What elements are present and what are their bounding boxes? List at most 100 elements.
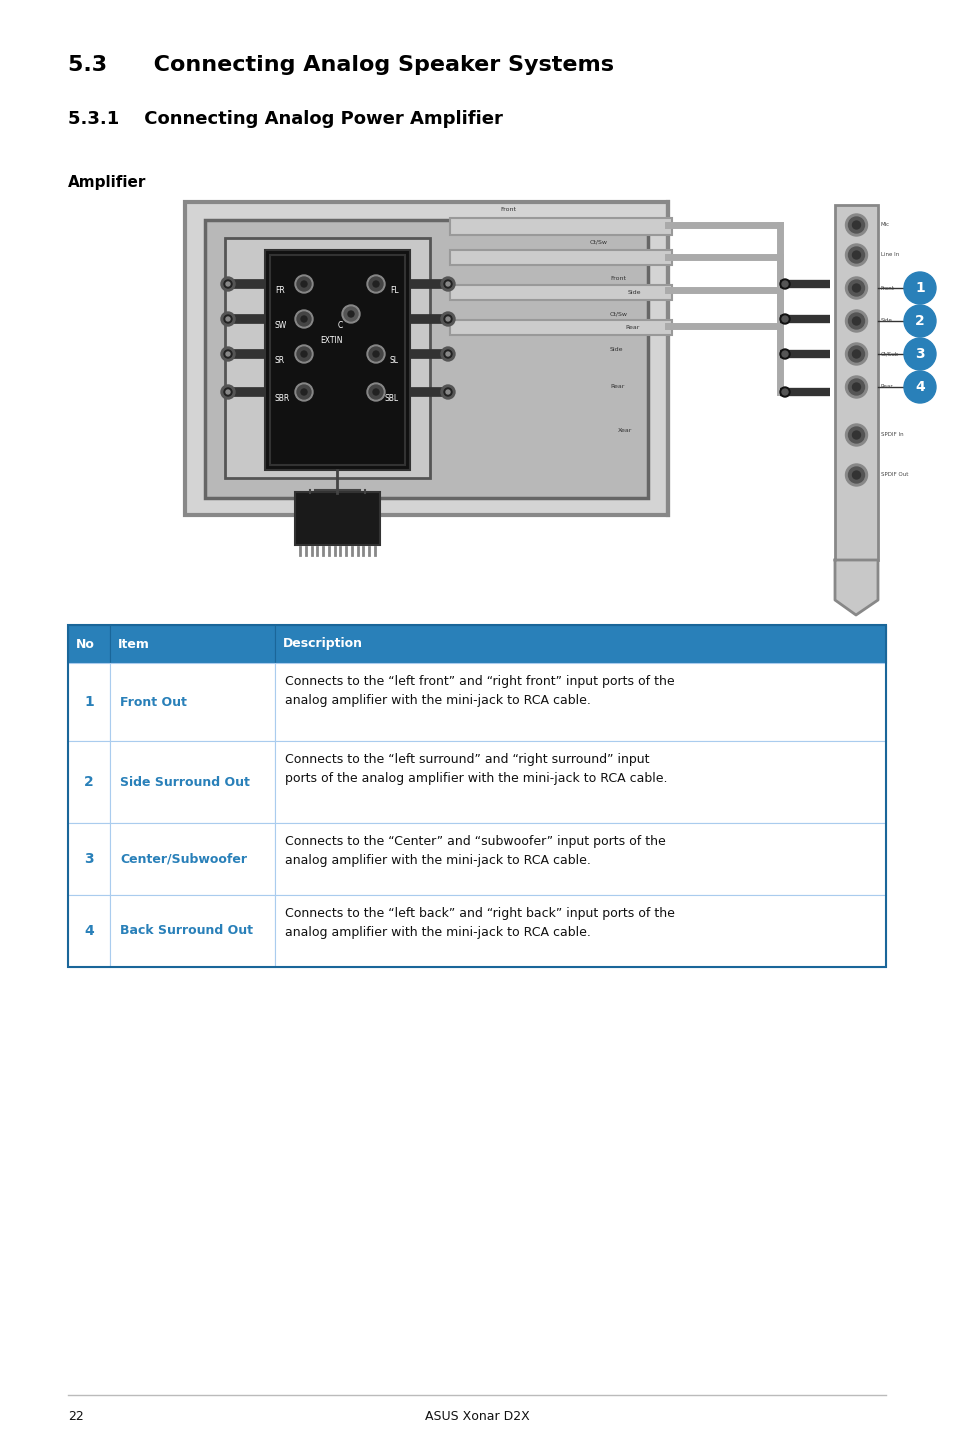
Text: SBR: SBR — [274, 394, 290, 403]
Circle shape — [373, 280, 378, 288]
Circle shape — [443, 388, 452, 395]
Text: 1: 1 — [84, 695, 93, 709]
Text: Side: Side — [880, 318, 892, 324]
Circle shape — [440, 385, 455, 398]
Circle shape — [781, 390, 787, 395]
Bar — [110, 626, 274, 663]
Circle shape — [847, 427, 863, 443]
Circle shape — [844, 311, 866, 332]
Circle shape — [781, 280, 787, 288]
Bar — [274, 626, 885, 663]
Circle shape — [226, 282, 230, 286]
Text: Description: Description — [283, 637, 363, 650]
Circle shape — [780, 313, 789, 324]
Bar — [110, 663, 274, 741]
Text: 3: 3 — [914, 347, 923, 361]
Circle shape — [348, 311, 354, 316]
Bar — [294, 492, 379, 545]
Circle shape — [221, 278, 234, 290]
Text: 5.3.1    Connecting Analog Power Amplifier: 5.3.1 Connecting Analog Power Amplifier — [68, 109, 502, 128]
Bar — [450, 285, 671, 301]
Bar — [270, 255, 405, 464]
Text: Front Out: Front Out — [120, 696, 187, 709]
Text: Connects to the “left surround” and “right surround” input
ports of the analog a: Connects to the “left surround” and “rig… — [285, 754, 667, 785]
Circle shape — [446, 282, 450, 286]
Circle shape — [221, 385, 234, 398]
Bar — [265, 250, 410, 470]
Circle shape — [301, 390, 307, 395]
Circle shape — [373, 351, 378, 357]
Circle shape — [369, 278, 382, 290]
Bar — [274, 894, 885, 966]
Bar — [68, 626, 885, 966]
Circle shape — [852, 221, 860, 229]
Text: FR: FR — [274, 286, 284, 295]
Circle shape — [847, 280, 863, 296]
Bar — [450, 250, 671, 265]
Text: 4: 4 — [84, 925, 93, 938]
Circle shape — [852, 431, 860, 439]
Circle shape — [296, 278, 311, 290]
Circle shape — [852, 283, 860, 292]
Text: Back Surround Out: Back Surround Out — [120, 925, 253, 938]
Circle shape — [294, 345, 313, 362]
Bar — [68, 741, 110, 823]
Circle shape — [781, 316, 787, 322]
Bar — [68, 663, 110, 741]
Text: SW: SW — [274, 321, 287, 329]
Text: ASUS Xonar D2X: ASUS Xonar D2X — [424, 1411, 529, 1424]
Circle shape — [446, 352, 450, 357]
Text: SBL: SBL — [385, 394, 398, 403]
Text: Ct/Sub: Ct/Sub — [880, 351, 899, 357]
Bar — [110, 741, 274, 823]
Circle shape — [296, 312, 311, 326]
Text: SL: SL — [390, 357, 398, 365]
Circle shape — [844, 464, 866, 486]
Circle shape — [852, 316, 860, 325]
Text: Ct/Sw: Ct/Sw — [609, 311, 627, 316]
Text: SPDIF Out: SPDIF Out — [880, 473, 907, 477]
Circle shape — [903, 338, 935, 370]
Circle shape — [294, 311, 313, 328]
Text: Side: Side — [609, 347, 623, 352]
Circle shape — [844, 344, 866, 365]
Text: SR: SR — [274, 357, 285, 365]
Text: Side: Side — [627, 290, 640, 295]
Circle shape — [443, 349, 452, 358]
Circle shape — [847, 380, 863, 395]
Circle shape — [221, 312, 234, 326]
Circle shape — [443, 280, 452, 288]
Circle shape — [446, 390, 450, 394]
Circle shape — [844, 375, 866, 398]
Bar — [450, 219, 671, 234]
Text: 3: 3 — [84, 851, 93, 866]
Circle shape — [847, 467, 863, 483]
Circle shape — [844, 214, 866, 236]
Circle shape — [852, 349, 860, 358]
Text: Front: Front — [609, 276, 625, 280]
Circle shape — [226, 390, 230, 394]
Text: Rear: Rear — [880, 384, 893, 390]
Circle shape — [294, 275, 313, 293]
Text: 22: 22 — [68, 1411, 84, 1424]
Circle shape — [344, 306, 357, 321]
Bar — [274, 741, 885, 823]
Text: Connects to the “left back” and “right back” input ports of the
analog amplifier: Connects to the “left back” and “right b… — [285, 907, 674, 939]
Text: Front: Front — [880, 286, 894, 290]
Bar — [834, 206, 877, 559]
Circle shape — [847, 247, 863, 263]
Circle shape — [440, 312, 455, 326]
Circle shape — [903, 272, 935, 303]
Bar — [68, 626, 110, 663]
Circle shape — [367, 345, 385, 362]
Circle shape — [301, 351, 307, 357]
Circle shape — [301, 316, 307, 322]
Circle shape — [903, 305, 935, 336]
Circle shape — [847, 347, 863, 362]
Text: 5.3      Connecting Analog Speaker Systems: 5.3 Connecting Analog Speaker Systems — [68, 55, 614, 75]
Circle shape — [844, 244, 866, 266]
Circle shape — [369, 347, 382, 361]
Circle shape — [224, 280, 232, 288]
Circle shape — [852, 472, 860, 479]
Circle shape — [780, 279, 789, 289]
